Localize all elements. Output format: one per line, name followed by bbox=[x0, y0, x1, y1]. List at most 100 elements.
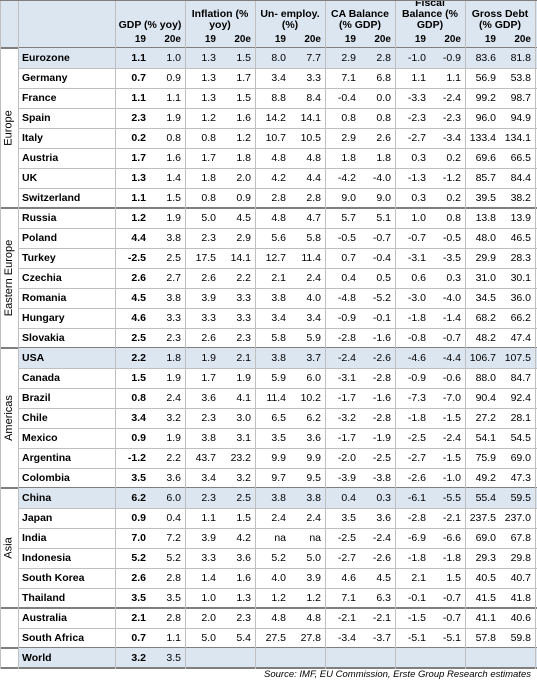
row-rule bbox=[18, 528, 537, 529]
table-cell: -0.5 bbox=[442, 232, 461, 244]
table-cell: 133.4 bbox=[469, 132, 496, 144]
table-cell: 90.4 bbox=[475, 392, 496, 404]
country-name: Australia bbox=[22, 612, 67, 624]
country-name: Chile bbox=[22, 412, 48, 424]
table-cell: 8.8 bbox=[271, 92, 286, 104]
table-cell: 0.2 bbox=[131, 132, 146, 144]
region-label: Asia bbox=[0, 488, 18, 608]
table-cell: 2.1 bbox=[411, 572, 426, 584]
table-cell: 10.5 bbox=[300, 132, 321, 144]
table-cell: 106.7 bbox=[469, 352, 496, 364]
table-cell: 6.2 bbox=[131, 492, 146, 504]
table-cell: -3.1 bbox=[337, 372, 356, 384]
table-cell: 3.6 bbox=[201, 392, 216, 404]
table-cell: -1.2 bbox=[442, 172, 461, 184]
table-cell: 98.7 bbox=[510, 92, 531, 104]
table-cell: 39.5 bbox=[475, 192, 496, 204]
table-cell: 48.0 bbox=[475, 232, 496, 244]
table-cell: -5.2 bbox=[372, 292, 391, 304]
country-name: Poland bbox=[22, 232, 58, 244]
table-cell: -3.5 bbox=[442, 252, 461, 264]
table-cell: 9.5 bbox=[306, 472, 321, 484]
table-cell: 29.9 bbox=[475, 252, 496, 264]
table-cell: 0.2 bbox=[446, 152, 461, 164]
table-cell: -1.3 bbox=[407, 172, 426, 184]
table-cell: 107.5 bbox=[504, 352, 531, 364]
table-cell: 27.2 bbox=[475, 412, 496, 424]
table-cell: 3.5 bbox=[166, 592, 181, 604]
row-rule bbox=[18, 548, 537, 549]
table-cell: -1.8 bbox=[442, 552, 461, 564]
table-cell: -3.2 bbox=[337, 412, 356, 424]
table-cell: -3.8 bbox=[372, 472, 391, 484]
table-cell: -5.1 bbox=[442, 632, 461, 644]
table-cell: 2.6 bbox=[201, 332, 216, 344]
table-cell: 1.8 bbox=[341, 152, 356, 164]
table-cell: 3.4 bbox=[271, 312, 286, 324]
row-rule bbox=[18, 308, 537, 309]
row-rule bbox=[18, 168, 537, 169]
country-name: Russia bbox=[22, 212, 57, 224]
table-cell: 1.1 bbox=[131, 52, 146, 64]
table-cell: 7.0 bbox=[131, 532, 146, 544]
table-cell: 46.5 bbox=[510, 232, 531, 244]
table-cell: 5.1 bbox=[376, 212, 391, 224]
table-cell: -0.6 bbox=[442, 372, 461, 384]
table-cell: 1.2 bbox=[236, 132, 251, 144]
table-cell: 3.9 bbox=[201, 532, 216, 544]
table-cell: 1.6 bbox=[236, 572, 251, 584]
table-cell: 0.8 bbox=[201, 192, 216, 204]
table-cell: 66.5 bbox=[510, 152, 531, 164]
table-cell: -1.5 bbox=[442, 412, 461, 424]
table-cell: 8.0 bbox=[271, 52, 286, 64]
country-name: India bbox=[22, 532, 47, 544]
table-cell: 41.1 bbox=[475, 612, 496, 624]
table-cell: 1.1 bbox=[131, 192, 146, 204]
sub-header: 20e bbox=[444, 34, 461, 45]
row-rule bbox=[18, 448, 537, 449]
table-cell: 2.9 bbox=[236, 232, 251, 244]
row-rule bbox=[18, 428, 537, 429]
table-cell: 3.8 bbox=[306, 492, 321, 504]
table-cell: 1.8 bbox=[376, 152, 391, 164]
table-cell: -0.7 bbox=[442, 592, 461, 604]
row-rule bbox=[18, 88, 537, 89]
table-cell: 1.9 bbox=[166, 432, 181, 444]
country-name: Turkey bbox=[22, 252, 56, 264]
table-cell: -4.2 bbox=[337, 172, 356, 184]
table-cell: 4.8 bbox=[271, 212, 286, 224]
table-cell: 14.2 bbox=[265, 112, 286, 124]
region-name: Americas bbox=[3, 395, 15, 441]
country-name: Brazil bbox=[22, 392, 51, 404]
table-cell: 2.2 bbox=[131, 352, 146, 364]
column-rule bbox=[115, 0, 116, 669]
table-cell: 28.3 bbox=[510, 252, 531, 264]
table-cell: 7.1 bbox=[341, 592, 356, 604]
table-cell: 1.4 bbox=[201, 572, 216, 584]
table-cell: 6.0 bbox=[166, 492, 181, 504]
table-cell: 84.7 bbox=[510, 372, 531, 384]
table-cell: 2.3 bbox=[236, 332, 251, 344]
table-cell: -0.4 bbox=[372, 252, 391, 264]
table-cell: 40.5 bbox=[475, 572, 496, 584]
table-cell: -4.4 bbox=[442, 352, 461, 364]
table-cell: 2.8 bbox=[306, 192, 321, 204]
table-cell: 40.6 bbox=[510, 612, 531, 624]
row-rule bbox=[18, 368, 537, 369]
table-cell: 2.7 bbox=[166, 272, 181, 284]
table-cell: 0.9 bbox=[131, 432, 146, 444]
country-name: South Korea bbox=[22, 572, 85, 584]
row-rule bbox=[18, 408, 537, 409]
country-name: France bbox=[22, 92, 57, 104]
table-cell: 3.2 bbox=[236, 472, 251, 484]
country-name: Mexico bbox=[22, 432, 58, 444]
country-name: Romania bbox=[22, 292, 67, 304]
table-cell: -1.5 bbox=[442, 452, 461, 464]
table-cell: 11.4 bbox=[301, 252, 321, 264]
column-header: GDP (% yoy) bbox=[118, 19, 182, 31]
table-cell: 5.0 bbox=[201, 632, 216, 644]
table-cell: 54.1 bbox=[475, 432, 496, 444]
table-cell: 2.8 bbox=[271, 192, 286, 204]
table-cell: 0.8 bbox=[201, 132, 216, 144]
table-cell: 2.6 bbox=[131, 272, 146, 284]
